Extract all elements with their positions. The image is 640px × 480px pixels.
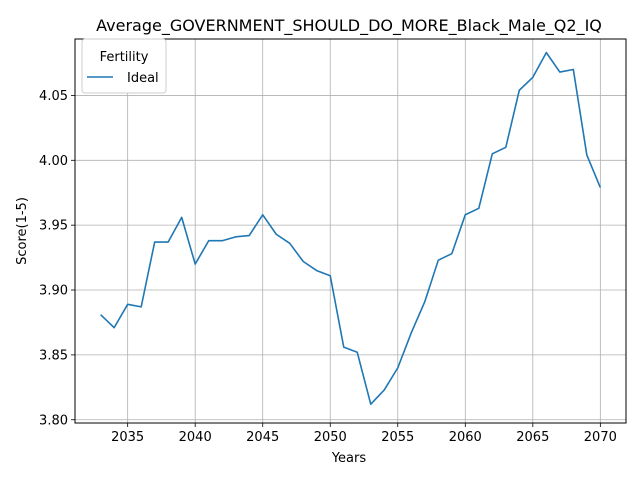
x-tick-label: 2050 — [314, 430, 347, 445]
legend-title: Fertility — [100, 50, 149, 65]
y-tick-label: 4.05 — [39, 89, 68, 104]
x-tick-label: 2065 — [516, 430, 549, 445]
y-tick-label: 3.80 — [39, 413, 68, 428]
y-axis-label: Score(1-5) — [15, 197, 30, 265]
y-tick-label: 3.95 — [39, 219, 68, 234]
legend: Fertility Ideal — [82, 39, 166, 93]
legend-label: Ideal — [127, 71, 159, 86]
y-tick-label: 3.85 — [39, 348, 68, 363]
x-tick-label: 2070 — [584, 430, 617, 445]
x-axis-label: Years — [331, 451, 367, 466]
y-tick-label: 3.90 — [39, 284, 68, 299]
chart-title: Average_GOVERNMENT_SHOULD_DO_MORE_Black_… — [96, 16, 602, 36]
x-tick-label: 2055 — [381, 430, 414, 445]
y-tick-label: 4.00 — [39, 154, 68, 169]
x-tick-label: 2035 — [111, 430, 144, 445]
x-tick-label: 2040 — [179, 430, 212, 445]
x-tick-label: 2060 — [449, 430, 482, 445]
x-tick-label: 2045 — [246, 430, 279, 445]
